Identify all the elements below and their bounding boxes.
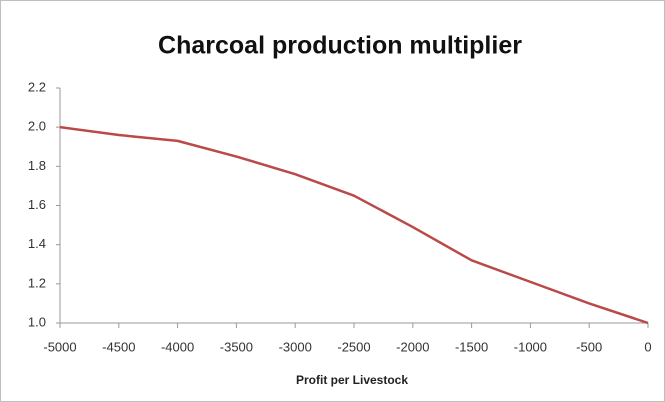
data-line [59,125,649,325]
x-tick-label: -3500 [220,339,253,354]
x-tick-label: -3000 [279,339,312,354]
x-tick-label: -2500 [337,339,370,354]
x-tick-label: 0 [644,339,651,354]
x-tick-label: -1000 [514,339,547,354]
x-tick-label: -5000 [43,339,76,354]
y-tick-label: 1.6 [28,197,46,212]
x-tick-label: -500 [576,339,602,354]
x-tick-label: -1500 [455,339,488,354]
x-tick-label: -4500 [102,339,135,354]
y-tick-label: 2.0 [28,119,46,134]
x-axis-title: Profit per Livestock [296,373,408,387]
y-tick-label: 1.0 [28,314,46,329]
chart-title: Charcoal production multiplier [158,32,522,60]
y-tick-label: 1.8 [28,158,46,173]
y-tick-label: 1.4 [28,236,46,251]
y-tick-label: 2.2 [28,79,46,94]
x-tick-label: -4000 [161,339,194,354]
y-tick-label: 1.2 [28,275,46,290]
x-tick-label: -2000 [396,339,429,354]
